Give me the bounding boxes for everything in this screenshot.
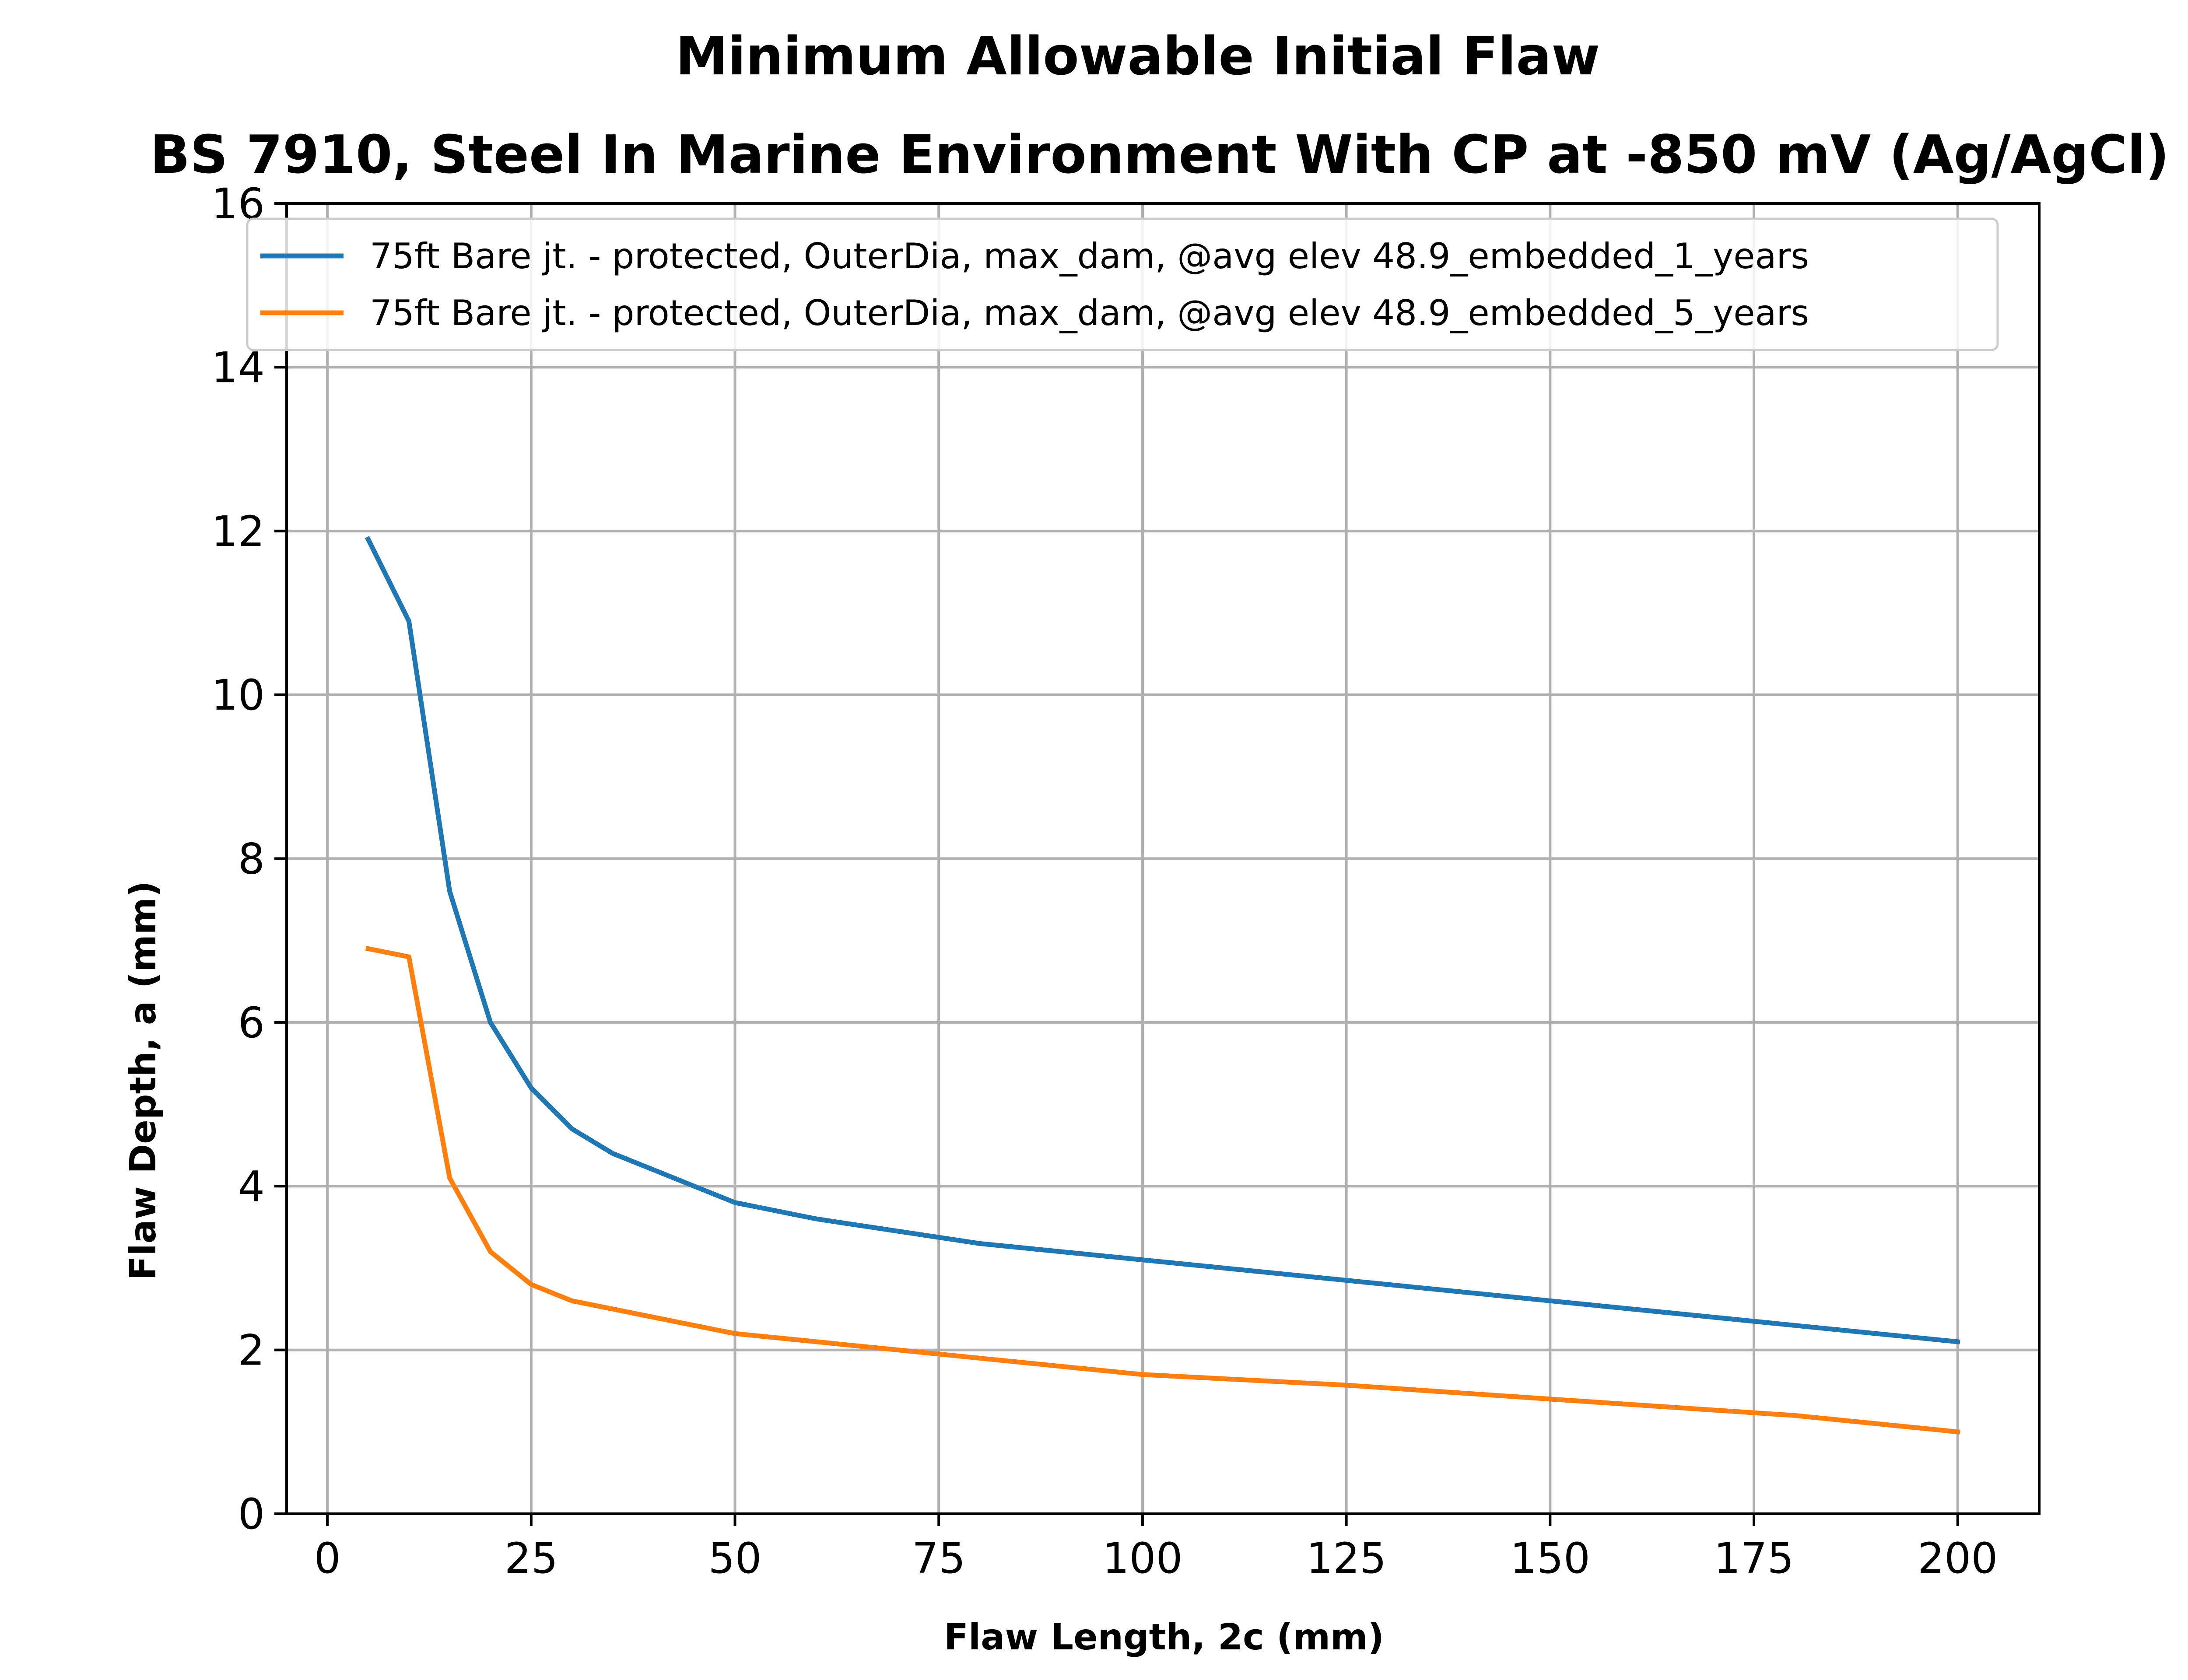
legend: 75ft Bare jt. - protected, OuterDia, max…: [246, 217, 1999, 351]
y-tick-label: 14: [211, 343, 265, 392]
x-tick-label: 150: [1510, 1534, 1590, 1583]
y-tick-label: 8: [238, 835, 265, 884]
x-tick-label: 200: [1918, 1534, 1998, 1583]
y-tick-label: 12: [211, 507, 265, 556]
legend-box: [246, 217, 1999, 351]
x-tick-label: 175: [1714, 1534, 1794, 1583]
chart-subtitle: BS 7910, Steel In Marine Environment Wit…: [150, 125, 2169, 186]
y-tick-label: 2: [238, 1326, 265, 1375]
y-tick-label: 4: [238, 1162, 265, 1211]
x-tick-label: 50: [708, 1534, 761, 1583]
y-tick-label: 6: [238, 998, 265, 1047]
x-tick-label: 25: [505, 1534, 558, 1583]
x-tick-label: 75: [912, 1534, 965, 1583]
legend-label-2: 75ft Bare jt. - protected, OuterDia, max…: [370, 293, 1809, 333]
legend-label-1: 75ft Bare jt. - protected, OuterDia, max…: [370, 236, 1809, 276]
x-tick-label: 100: [1102, 1534, 1182, 1583]
chart-title: Minimum Allowable Initial Flaw: [676, 26, 1600, 87]
x-tick-label: 125: [1306, 1534, 1386, 1583]
plot-series: [365, 536, 1960, 1435]
y-axis-label: Flaw Depth, a (mm): [123, 881, 164, 1280]
x-tick-label: 0: [314, 1534, 341, 1583]
y-tick-label: 10: [211, 671, 265, 720]
y-tick-label: 0: [238, 1490, 265, 1539]
series-line-2: [365, 945, 1960, 1435]
series-line-1: [365, 536, 1960, 1344]
x-axis-label: Flaw Length, 2c (mm): [944, 1617, 1384, 1658]
